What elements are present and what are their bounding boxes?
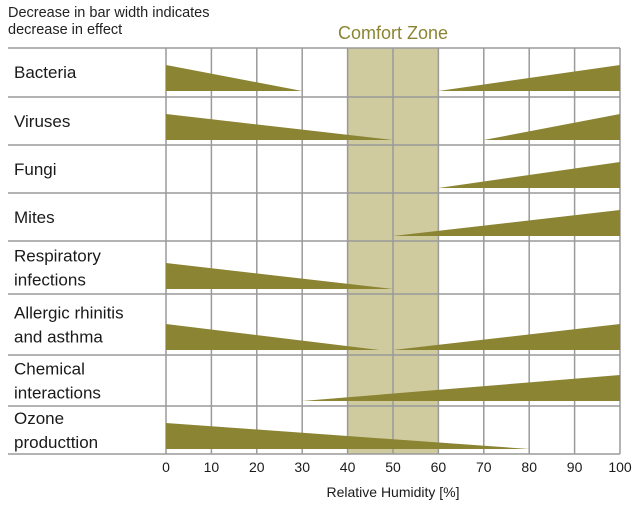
row-label: Allergic rhinitis <box>14 304 124 323</box>
effect-bar <box>483 114 620 140</box>
effect-bar <box>438 65 620 91</box>
x-tick-label: 80 <box>521 459 537 475</box>
x-tick-label: 100 <box>608 459 632 475</box>
x-tick-label: 50 <box>385 459 401 475</box>
x-axis-title: Relative Humidity [%] <box>326 484 459 500</box>
row-label: Ozone <box>14 409 64 428</box>
effect-bar <box>166 423 530 449</box>
x-tick-label: 0 <box>162 459 170 475</box>
x-tick-label: 90 <box>567 459 583 475</box>
x-tick-label: 10 <box>204 459 220 475</box>
x-tick-label: 60 <box>431 459 447 475</box>
x-tick-label: 30 <box>294 459 310 475</box>
effect-bar <box>166 324 380 350</box>
row-label: Mites <box>14 208 55 227</box>
x-tick-label: 40 <box>340 459 356 475</box>
row-label: Viruses <box>14 112 70 131</box>
chart-note: Decrease in bar width indicates decrease… <box>8 5 210 38</box>
row-label: and asthma <box>14 328 103 347</box>
row-label: producttion <box>14 433 98 452</box>
effect-bar <box>166 65 303 91</box>
row-label: Fungi <box>14 160 57 179</box>
effect-bar <box>393 324 620 350</box>
effect-bar <box>393 210 620 236</box>
row-label: Chemical <box>14 360 85 379</box>
x-tick-label: 70 <box>476 459 492 475</box>
row-label: infections <box>14 271 86 290</box>
effect-bar <box>166 263 393 289</box>
row-label: Bacteria <box>14 63 77 82</box>
effect-bar <box>302 375 620 401</box>
effect-bar <box>438 162 620 188</box>
x-tick-label: 20 <box>249 459 265 475</box>
comfort-zone-label: Comfort Zone <box>338 23 448 43</box>
row-label: interactions <box>14 384 101 403</box>
row-label: Respiratory <box>14 247 101 266</box>
effect-bar <box>166 114 393 140</box>
